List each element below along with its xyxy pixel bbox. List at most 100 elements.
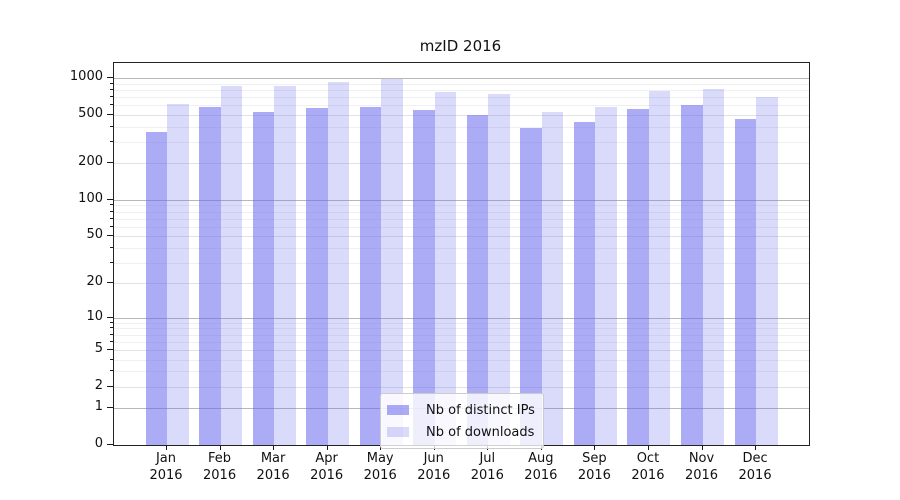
x-tick-year: 2016 bbox=[310, 468, 344, 483]
x-tick-mark bbox=[594, 446, 596, 450]
gridline-minor bbox=[114, 211, 809, 213]
y-tick-label: 1 bbox=[94, 399, 103, 415]
x-tick-label: Mar 2016 bbox=[243, 450, 303, 484]
y-minor-tick-mark bbox=[110, 125, 113, 127]
x-tick-month: Jul bbox=[479, 451, 496, 466]
bar-distinct-ips bbox=[681, 105, 703, 445]
x-tick-month: Feb bbox=[208, 451, 232, 466]
y-tick-mark bbox=[107, 113, 113, 115]
bar-downloads bbox=[756, 96, 778, 445]
y-minor-tick-mark bbox=[110, 217, 113, 219]
gridline-minor bbox=[114, 328, 809, 330]
bar-downloads bbox=[595, 107, 617, 445]
bar-downloads bbox=[702, 89, 724, 445]
gridline-minor bbox=[114, 205, 809, 207]
x-tick-month: Dec bbox=[742, 451, 768, 466]
x-tick-year: 2016 bbox=[524, 468, 558, 483]
bar-distinct-ips bbox=[466, 115, 489, 445]
x-tick-label: Jul 2016 bbox=[457, 450, 517, 484]
y-minor-tick-mark bbox=[110, 321, 113, 323]
y-tick-label: 500 bbox=[78, 105, 103, 121]
bar-downloads bbox=[274, 85, 296, 445]
y-minor-tick-mark bbox=[110, 210, 113, 212]
x-tick-label: Dec 2016 bbox=[725, 450, 785, 484]
y-minor-tick-mark bbox=[110, 88, 113, 90]
gridline-minor bbox=[114, 359, 809, 361]
y-minor-tick-mark bbox=[110, 246, 113, 248]
y-minor-tick-mark bbox=[110, 327, 113, 329]
x-tick-label: Jan 2016 bbox=[136, 450, 196, 484]
x-tick-month: Oct bbox=[636, 451, 660, 466]
bar-downloads bbox=[488, 93, 510, 445]
y-tick-mark bbox=[107, 198, 113, 200]
bar-distinct-ips bbox=[359, 107, 382, 445]
x-tick-year: 2016 bbox=[256, 468, 290, 483]
y-tick-label: 100 bbox=[78, 190, 103, 206]
bar-downloads bbox=[381, 79, 403, 445]
gridline-minor bbox=[114, 126, 809, 128]
gridline-major bbox=[114, 199, 809, 201]
bar-distinct-ips bbox=[306, 108, 328, 445]
legend-swatch-distinct-ips bbox=[387, 405, 409, 415]
gridline-minor bbox=[114, 322, 809, 324]
gridline-minor bbox=[114, 226, 809, 228]
x-tick-mark bbox=[326, 446, 328, 450]
bar-distinct-ips bbox=[573, 121, 596, 445]
y-minor-tick-mark bbox=[110, 104, 113, 106]
gridline bbox=[114, 163, 809, 165]
y-minor-tick-mark bbox=[110, 358, 113, 360]
y-minor-tick-mark bbox=[110, 370, 113, 372]
y-tick-label: 0 bbox=[94, 436, 103, 451]
gridline-minor bbox=[114, 334, 809, 336]
y-minor-tick-mark bbox=[110, 140, 113, 142]
x-tick-year: 2016 bbox=[577, 468, 611, 483]
legend: Nb of distinct IPs Nb of downloads bbox=[380, 393, 544, 449]
gridline-major bbox=[114, 317, 809, 319]
x-tick-label: Feb 2016 bbox=[190, 450, 250, 484]
gridline-minor bbox=[114, 262, 809, 264]
bar-distinct-ips bbox=[199, 107, 221, 445]
x-tick-year: 2016 bbox=[149, 468, 183, 483]
x-tick-year: 2016 bbox=[363, 468, 397, 483]
x-tick-year: 2016 bbox=[470, 468, 504, 483]
x-tick-mark bbox=[166, 446, 167, 450]
y-tick-label: 200 bbox=[78, 154, 103, 170]
y-minor-tick-mark bbox=[110, 340, 113, 342]
y-tick-label: 20 bbox=[86, 274, 103, 290]
x-tick-year: 2016 bbox=[631, 468, 665, 483]
plot-area: Nb of distinct IPs Nb of downloads bbox=[113, 62, 810, 449]
bar-downloads bbox=[220, 85, 243, 445]
legend-item-downloads: Nb of downloads bbox=[387, 421, 535, 443]
legend-swatch-downloads bbox=[387, 427, 409, 437]
x-tick-label: Aug 2016 bbox=[511, 450, 571, 484]
y-minor-tick-mark bbox=[110, 333, 113, 335]
y-tick-mark bbox=[107, 235, 113, 237]
y-minor-tick-mark bbox=[110, 261, 113, 263]
x-tick-label: Apr 2016 bbox=[297, 450, 357, 484]
bar-distinct-ips bbox=[627, 109, 649, 445]
x-tick-year: 2016 bbox=[203, 468, 237, 483]
y-minor-tick-mark bbox=[110, 204, 113, 206]
gridline-minor bbox=[114, 141, 809, 143]
y-tick-label: 10 bbox=[86, 308, 103, 324]
bar-distinct-ips bbox=[145, 131, 167, 445]
x-tick-label: Oct 2016 bbox=[618, 450, 678, 484]
y-tick-mark bbox=[107, 77, 113, 79]
gridline-minor bbox=[114, 97, 809, 99]
bar-downloads bbox=[167, 104, 189, 445]
bar-downloads bbox=[327, 81, 350, 445]
x-tick-month: Mar bbox=[260, 451, 286, 466]
x-tick-year: 2016 bbox=[738, 468, 772, 483]
x-tick-month: Jan bbox=[155, 451, 177, 466]
x-tick-month: Aug bbox=[528, 451, 554, 466]
y-tick-mark bbox=[107, 407, 113, 409]
y-tick-label: 1000 bbox=[69, 69, 103, 85]
bar-distinct-ips bbox=[252, 111, 275, 445]
x-tick-label: Sep 2016 bbox=[564, 450, 624, 484]
gridline-minor bbox=[114, 247, 809, 249]
x-tick-mark bbox=[647, 446, 649, 450]
y-tick-mark bbox=[107, 316, 113, 318]
legend-label-distinct-ips: Nb of distinct IPs bbox=[426, 402, 535, 418]
y-minor-tick-mark bbox=[110, 96, 113, 98]
